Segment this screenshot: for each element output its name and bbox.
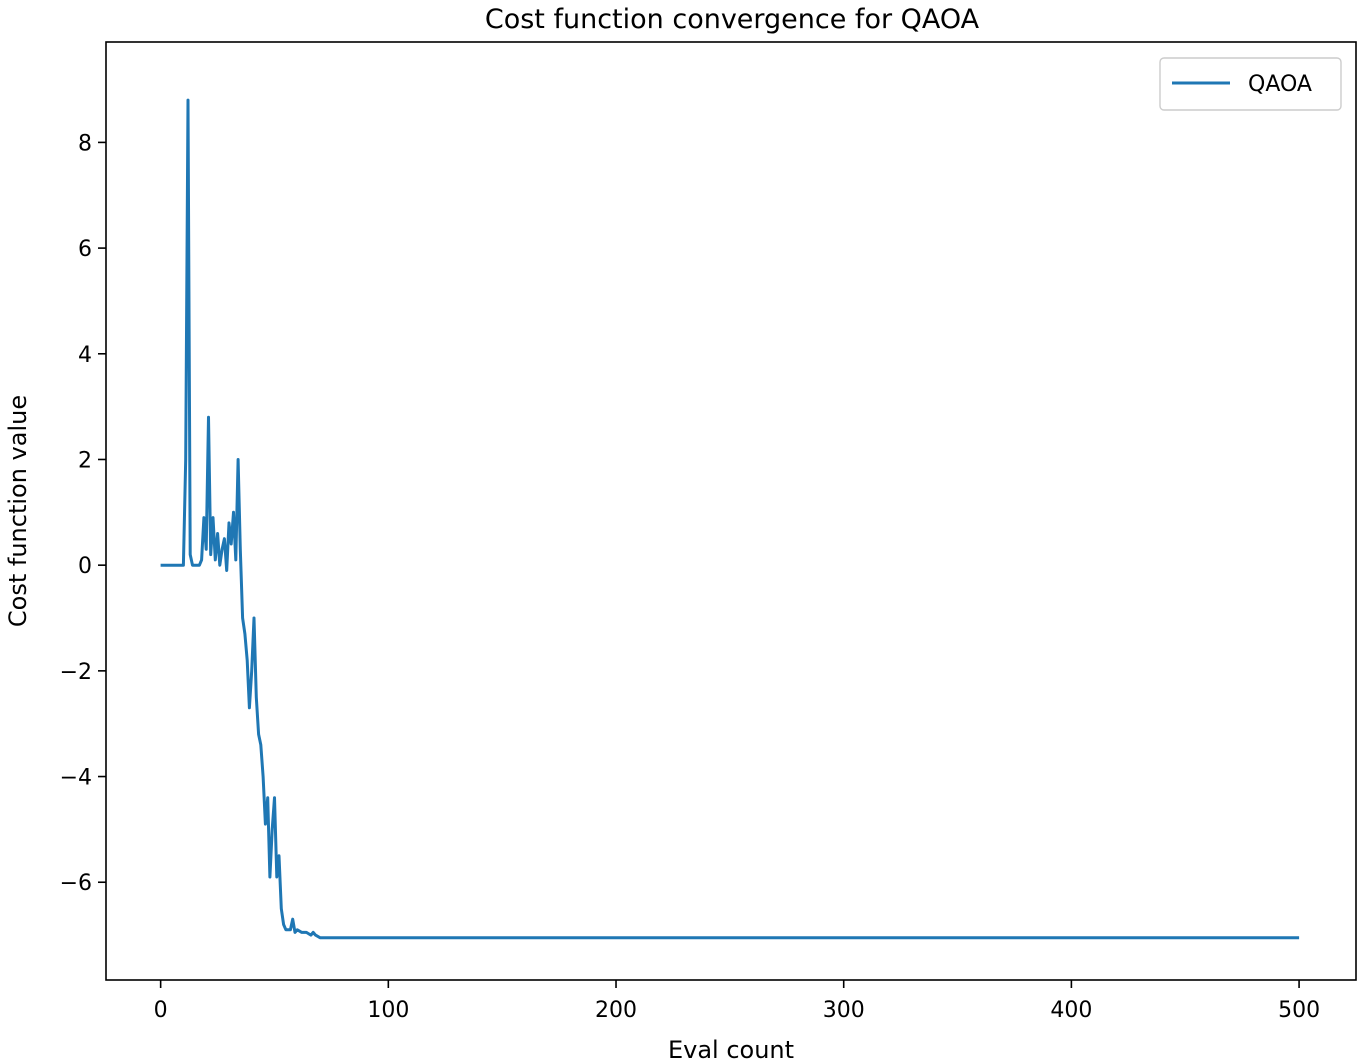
- y-tick-label: −2: [60, 660, 92, 685]
- legend: QAOA: [1159, 57, 1342, 111]
- x-axis: 0 100 200 300 400 500: [154, 980, 1320, 1023]
- x-tick-label: 100: [367, 998, 409, 1023]
- x-tick-label: 500: [1278, 998, 1320, 1023]
- plot-area: [160, 98, 1300, 940]
- y-tick-label: 6: [78, 237, 92, 262]
- y-tick-label: 4: [78, 343, 92, 368]
- chart-title: Cost function convergence for QAOA: [485, 4, 980, 35]
- legend-box: [1159, 57, 1342, 111]
- x-tick-label: 0: [154, 998, 168, 1023]
- y-tick-label: 8: [78, 131, 92, 156]
- x-tick-label: 200: [595, 998, 637, 1023]
- y-axis-label: Cost function value: [4, 395, 32, 627]
- y-tick-label: 0: [78, 554, 92, 579]
- x-axis-label: Eval count: [668, 1036, 794, 1063]
- axes-frame: [105, 41, 1357, 981]
- x-tick-label: 300: [823, 998, 865, 1023]
- series-line-qaoa: [160, 98, 1300, 940]
- y-tick-label: −4: [60, 766, 92, 791]
- legend-label: QAOA: [1248, 72, 1312, 97]
- y-axis: −6 −4 −2 0 2 4 6 8: [60, 131, 106, 896]
- y-tick-label: 2: [78, 448, 92, 473]
- x-tick-label: 400: [1050, 998, 1092, 1023]
- y-tick-label: −6: [60, 871, 92, 896]
